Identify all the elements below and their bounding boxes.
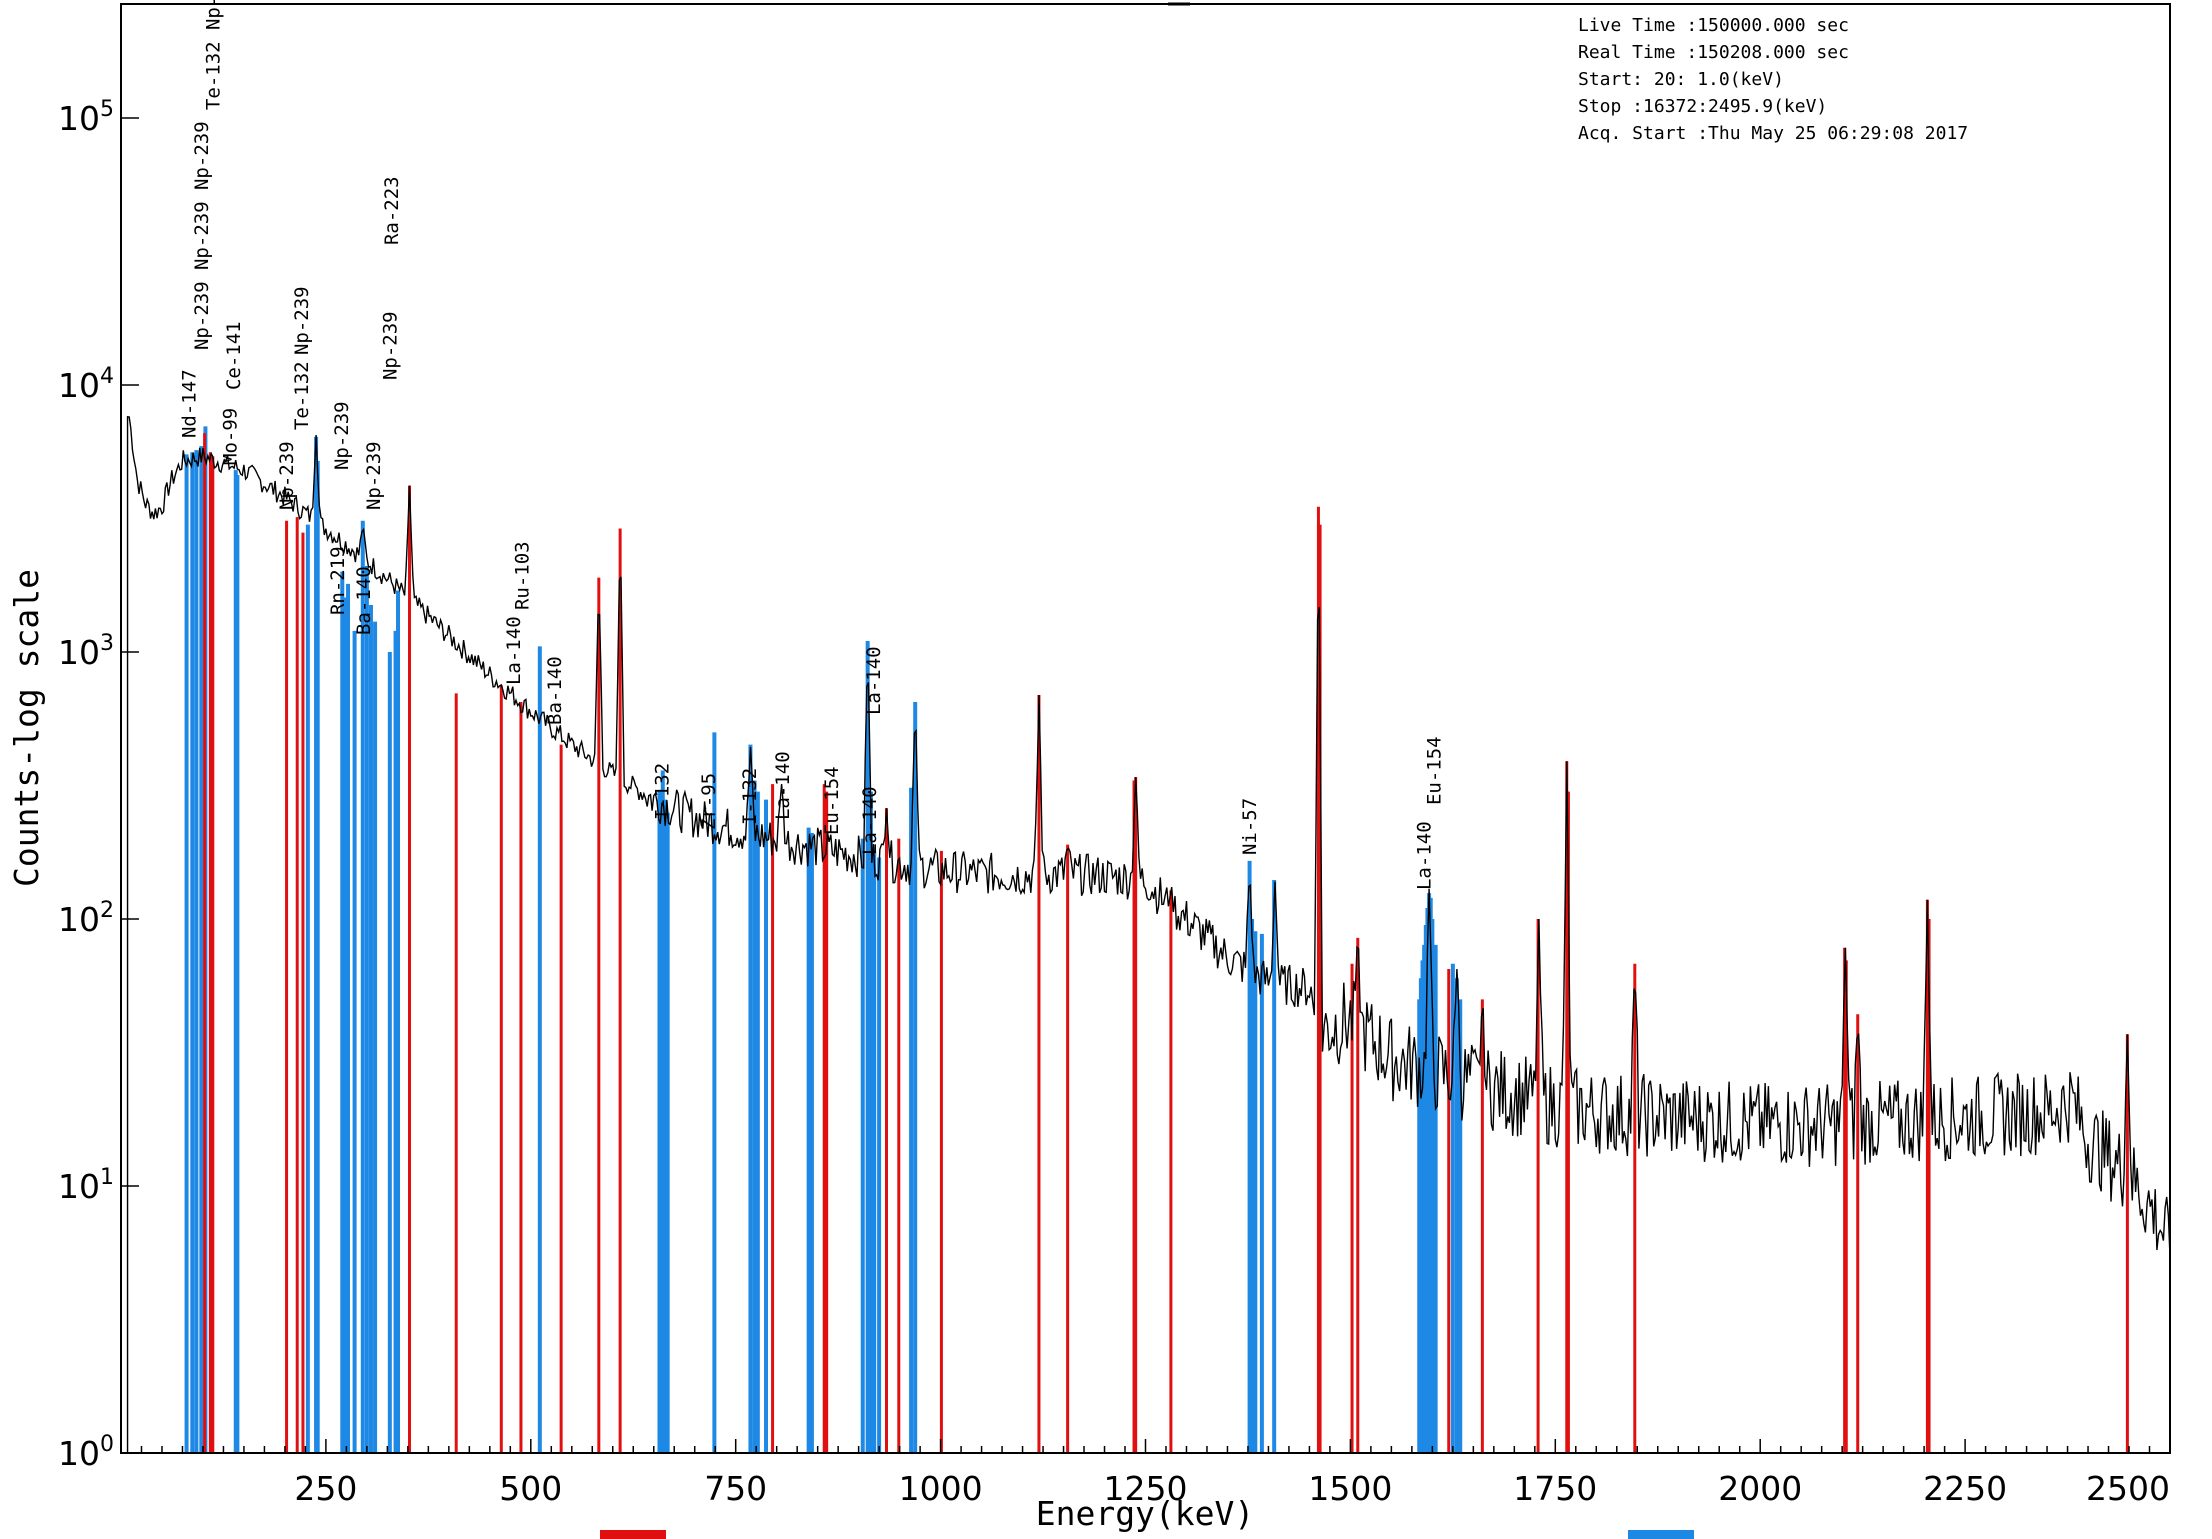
y-axis-title: Counts-log scale (7, 569, 46, 887)
spectrum-line (126, 416, 2171, 1453)
isotope-label: La-140 (503, 616, 525, 685)
info-line: Stop :16372:2495.9(keV) (1578, 96, 1827, 117)
legend-swatch-identified (1628, 1530, 1694, 1539)
isotope-label: La-140 (863, 646, 885, 715)
x-tick-label: 250 (294, 1469, 357, 1508)
isotope-label: Ni-57 (1239, 798, 1261, 855)
isotope-label: Np-239 (191, 281, 213, 350)
x-axis-title: Energy(keV) (1036, 1494, 1255, 1533)
isotope-label: La-140 (1414, 821, 1436, 890)
isotope-label: I-132 (651, 763, 673, 820)
x-tick-label: 1250 (1104, 1469, 1188, 1508)
isotope-label: Np-239 (291, 286, 313, 355)
isotope-label: Ba-140 (544, 656, 566, 725)
spectrum-layer (126, 416, 2171, 1453)
isotope-label: La-140 (772, 751, 794, 820)
x-tick-label: 750 (704, 1469, 767, 1508)
isotope-label: La-140 (859, 786, 881, 855)
info-line: Live Time :150000.000 sec (1578, 15, 1849, 36)
x-tick-label: 2250 (1923, 1469, 2007, 1508)
isotope-label: Np-239 (191, 121, 213, 190)
isotope-label: Rn-219 (327, 546, 349, 615)
isotope-label: Np-239 (379, 311, 401, 380)
x-tick-label: 1500 (1308, 1469, 1392, 1508)
info-line: Real Time :150208.000 sec (1578, 42, 1849, 63)
isotope-label: Eu-154 (1424, 736, 1446, 805)
isotope-label: Ru-103 (511, 541, 533, 610)
x-tick-label: 500 (499, 1469, 562, 1508)
isotope-label: Ra-223 (381, 176, 403, 245)
peak-lines-layer (184, 426, 2129, 1453)
isotope-label: Te-132 (202, 41, 224, 110)
acquisition-info: Live Time :150000.000 sec Real Time :1502… (1578, 15, 1968, 144)
isotope-label: Np-239 (331, 401, 353, 470)
x-tick-label: 1750 (1513, 1469, 1597, 1508)
x-tick-label: 1000 (899, 1469, 983, 1508)
y-tick-label: 105 (58, 97, 114, 138)
info-line: Start: 20: 1.0(keV) (1578, 69, 1784, 90)
x-tick-label: 2000 (1718, 1469, 1802, 1508)
isotope-label: Nd-147 (179, 369, 201, 438)
isotope-label: Np-2 (202, 0, 224, 30)
legend-swatch-unidentified (600, 1530, 666, 1539)
info-line: Acq. Start :Thu May 25 06:29:08 2017 (1578, 123, 1968, 144)
isotope-label: Zr-95 (698, 773, 720, 830)
isotope-label: Te-132 (291, 361, 313, 430)
x-tick-label: 2500 (2086, 1469, 2170, 1508)
x-axis: 250 500 750 1000 1250 1500 1750 2000 2250 2500 (140, 1439, 2171, 1508)
isotope-label: Np-239 (363, 441, 385, 510)
isotope-label: Np-239 (191, 201, 213, 270)
isotope-label: Np-239 (276, 441, 298, 510)
isotope-label: Mo-99 (220, 408, 242, 465)
isotope-label: Ba-140 (353, 566, 375, 635)
isotope-label: Ce-141 (223, 321, 245, 390)
isotope-label: Eu-154 (821, 766, 843, 835)
isotope-labels: Nd-147 Np-239 Np-239 Np-239 Te-132 Np-2 Mo-99 C… (179, 0, 1446, 890)
isotope-label: I-132 (739, 768, 761, 825)
